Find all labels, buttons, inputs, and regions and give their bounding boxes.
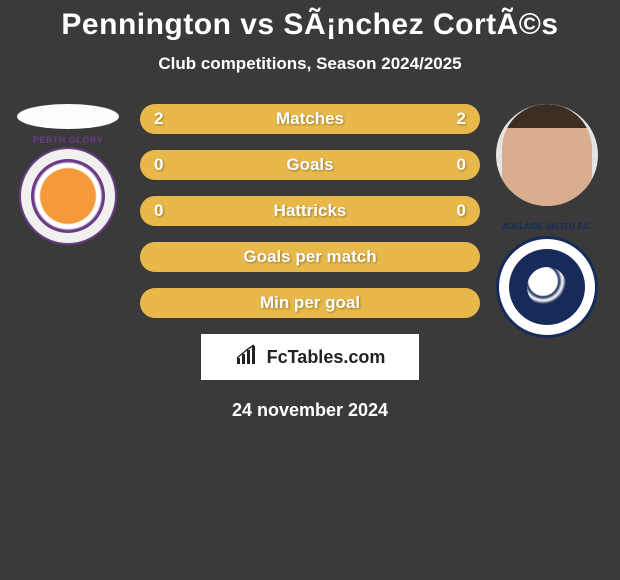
stat-left-value: 0: [154, 201, 163, 221]
stat-row-hattricks: 0 Hattricks 0: [140, 196, 480, 226]
player-face-placeholder: [502, 104, 592, 206]
footer-logo: FcTables.com: [201, 334, 419, 380]
stat-right-value: 0: [457, 201, 466, 221]
footer-logo-text: FcTables.com: [267, 347, 386, 368]
club-badge-left-inner: [31, 159, 105, 233]
subtitle: Club competitions, Season 2024/2025: [0, 54, 620, 74]
chart-icon: [235, 344, 261, 371]
stat-row-matches: 2 Matches 2: [140, 104, 480, 134]
club-label-left: PERTH GLORY: [21, 135, 115, 145]
stat-row-goals: 0 Goals 0: [140, 150, 480, 180]
stat-left-value: 0: [154, 155, 163, 175]
stat-row-min-per-goal: Min per goal: [140, 288, 480, 318]
club-label-right: ADELAIDE UNITED F.C.: [499, 222, 595, 231]
comparison-panel: PERTH GLORY ADELAIDE UNITED F.C. 2 Match…: [0, 104, 620, 421]
club-badge-left: PERTH GLORY: [19, 147, 117, 245]
stat-label: Goals per match: [140, 247, 480, 267]
stat-right-value: 0: [457, 155, 466, 175]
stats-list: 2 Matches 2 0 Goals 0 0 Hattricks 0 Goal…: [140, 104, 480, 318]
club-badge-right-inner: [509, 249, 585, 325]
stat-right-value: 2: [457, 109, 466, 129]
ball-icon: [527, 267, 567, 307]
stat-label: Min per goal: [140, 293, 480, 313]
player-photo-right: [496, 104, 598, 206]
stat-left-value: 2: [154, 109, 163, 129]
page-title: Pennington vs SÃ¡nchez CortÃ©s: [0, 8, 620, 42]
stat-label: Goals: [140, 155, 480, 175]
date: 24 november 2024: [0, 400, 620, 421]
stat-row-goals-per-match: Goals per match: [140, 242, 480, 272]
stat-label: Hattricks: [140, 201, 480, 221]
club-badge-right: ADELAIDE UNITED F.C.: [496, 236, 598, 338]
right-player-column: ADELAIDE UNITED F.C.: [492, 104, 602, 338]
left-player-column: PERTH GLORY: [8, 104, 128, 245]
stat-label: Matches: [140, 109, 480, 129]
player-photo-left: [17, 104, 119, 129]
